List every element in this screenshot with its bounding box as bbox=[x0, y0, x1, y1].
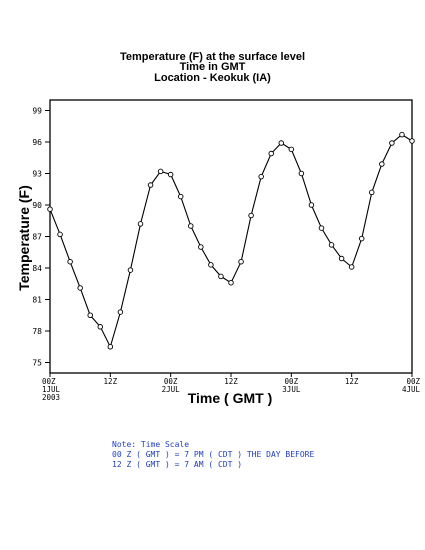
data-point bbox=[348, 264, 355, 270]
data-point bbox=[268, 150, 274, 157]
data-point bbox=[338, 255, 345, 262]
x-tick-label: 00Z bbox=[285, 377, 299, 386]
data-point bbox=[137, 221, 144, 227]
x-tick-label: 12Z bbox=[104, 377, 118, 386]
data-point bbox=[369, 189, 375, 196]
data-point bbox=[298, 170, 305, 177]
data-point bbox=[288, 146, 295, 153]
x-tick-label: 2JUL bbox=[162, 385, 181, 394]
data-point bbox=[147, 182, 154, 188]
x-tick-label: 4JUL bbox=[402, 385, 421, 394]
data-point bbox=[87, 312, 93, 319]
data-point bbox=[379, 161, 385, 167]
data-point bbox=[248, 212, 254, 219]
chart-subtitle-location: Location - Keokuk (IA) bbox=[154, 72, 271, 84]
note-line-2: 00 Z ( GMT ) = 7 PM ( CDT ) THE DAY BEFO… bbox=[112, 450, 315, 459]
chart-title: Temperature (F) at the surface level bbox=[119, 51, 306, 63]
data-point bbox=[258, 173, 264, 180]
data-point bbox=[167, 171, 174, 178]
data-point bbox=[358, 235, 365, 242]
x-axis-label: Time ( GMT ) bbox=[188, 390, 273, 406]
data-point bbox=[409, 138, 415, 144]
data-point bbox=[399, 131, 405, 138]
data-point bbox=[238, 258, 244, 265]
x-tick-label: 12Z bbox=[345, 377, 359, 386]
y-tick-label: 99 bbox=[32, 107, 42, 116]
temperature-line bbox=[49, 133, 413, 349]
x-tick-label: 00Z bbox=[42, 377, 56, 386]
data-point bbox=[157, 168, 164, 175]
data-point bbox=[328, 242, 335, 248]
data-point bbox=[127, 267, 134, 273]
data-point bbox=[117, 309, 124, 315]
data-point bbox=[97, 324, 104, 330]
y-tick-label: 93 bbox=[32, 170, 42, 179]
note-line-1: Note: Time Scale bbox=[112, 440, 190, 449]
data-point bbox=[278, 140, 285, 146]
y-tick-label: 96 bbox=[32, 138, 42, 147]
data-point bbox=[389, 140, 395, 146]
y-tick-label: 84 bbox=[32, 264, 42, 273]
x-tick-label: 2003 bbox=[42, 393, 60, 402]
x-tick-label: 3JUL bbox=[282, 385, 301, 394]
data-point bbox=[318, 225, 325, 231]
y-tick-label: 78 bbox=[32, 327, 42, 336]
plot-frame bbox=[49, 99, 413, 374]
x-tick-label: 00Z bbox=[406, 377, 420, 386]
y-tick-label: 81 bbox=[32, 296, 42, 305]
data-point bbox=[177, 193, 184, 200]
note-line-3: 12 Z ( GMT ) = 7 AM ( CDT ) bbox=[112, 460, 243, 469]
data-point bbox=[308, 202, 315, 208]
data-point bbox=[188, 223, 194, 229]
x-tick-label: 12Z bbox=[224, 377, 238, 386]
y-axis-label: Temperature (F) bbox=[16, 185, 32, 291]
data-point bbox=[67, 258, 73, 265]
y-tick-label: 90 bbox=[32, 201, 42, 210]
chart-subtitle-time: Time in GMT bbox=[179, 61, 246, 73]
x-tick-label: 00Z bbox=[164, 377, 178, 386]
data-point bbox=[228, 279, 234, 286]
x-tick-label: 1JUL bbox=[42, 385, 61, 394]
data-marks bbox=[47, 131, 415, 350]
y-tick-label: 87 bbox=[32, 233, 42, 242]
data-point bbox=[47, 206, 53, 212]
data-point bbox=[107, 344, 114, 350]
data-point bbox=[198, 244, 204, 250]
data-point bbox=[208, 262, 214, 268]
y-tick-label: 75 bbox=[32, 359, 42, 368]
data-point bbox=[218, 273, 224, 280]
data-point bbox=[57, 231, 63, 238]
data-point bbox=[77, 285, 83, 291]
